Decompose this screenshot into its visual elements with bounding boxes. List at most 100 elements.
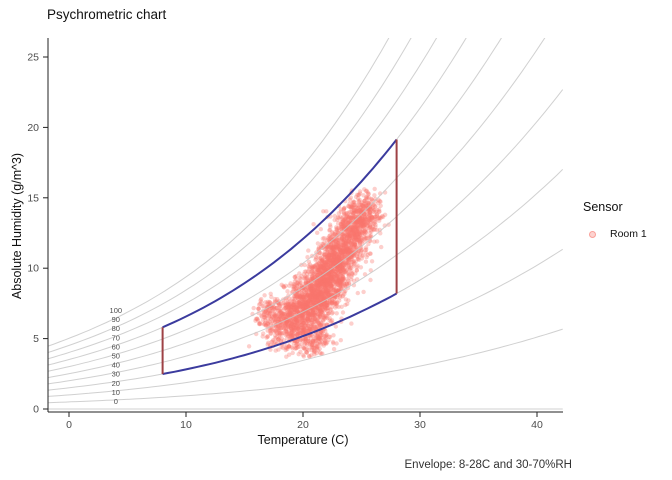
scatter-point [350, 271, 355, 276]
scatter-point [308, 300, 314, 305]
scatter-point [338, 291, 343, 297]
scatter-point [335, 255, 340, 261]
scatter-point [288, 302, 293, 308]
scatter-point [316, 307, 322, 312]
scatter-point [309, 290, 314, 295]
scatter-point [354, 245, 359, 250]
scatter-point [317, 290, 322, 296]
scatter-point [305, 285, 310, 290]
scatter-point [303, 323, 308, 328]
scatter-point [317, 282, 322, 288]
scatter-point [306, 248, 311, 253]
scatter-point [326, 271, 331, 276]
scatter-point [303, 298, 308, 303]
scatter-point [328, 275, 333, 280]
scatter-point [303, 318, 308, 323]
scatter-point [297, 313, 302, 319]
scatter-point [333, 244, 338, 249]
scatter-point [336, 231, 341, 236]
scatter-point [318, 329, 324, 335]
scatter-point [309, 312, 314, 318]
scatter-point [303, 347, 308, 352]
scatter-point [330, 249, 336, 255]
scatter-point [336, 282, 341, 288]
scatter-point [294, 308, 299, 313]
scatter-point [291, 320, 296, 325]
y-tick-label: 5 [33, 333, 39, 345]
scatter-point [332, 254, 337, 259]
scatter-point [306, 301, 311, 307]
scatter-point [311, 292, 317, 297]
scatter-point [334, 258, 339, 264]
scatter-point [308, 308, 313, 314]
scatter-point [304, 326, 310, 331]
scatter-point [284, 336, 290, 341]
scatter-point [297, 293, 302, 299]
scatter-point [292, 284, 297, 289]
scatter-point [304, 304, 310, 309]
scatter-point [332, 231, 337, 237]
scatter-point [318, 310, 324, 315]
scatter-point [307, 295, 313, 300]
scatter-point [305, 302, 310, 307]
scatter-point [307, 326, 312, 331]
scatter-point [302, 327, 307, 332]
scatter-point [317, 263, 323, 269]
scatter-point [341, 244, 346, 249]
scatter-point [325, 293, 331, 299]
scatter-point [341, 234, 346, 239]
scatter-point [299, 296, 304, 301]
scatter-point [323, 328, 328, 334]
scatter-point [344, 213, 349, 218]
scatter-point [309, 264, 314, 269]
scatter-point [326, 254, 331, 259]
scatter-point [326, 305, 331, 311]
scatter-point [300, 294, 306, 300]
scatter-point [360, 216, 365, 221]
scatter-point [336, 240, 342, 245]
scatter-point [354, 267, 359, 273]
scatter-point [286, 323, 291, 329]
scatter-point [309, 318, 314, 323]
scatter-point [351, 236, 356, 241]
scatter-point [305, 292, 310, 298]
scatter-point [332, 217, 337, 223]
scatter-point [313, 287, 318, 293]
scatter-point [306, 327, 311, 333]
scatter-point [376, 216, 382, 221]
scatter-point [320, 278, 325, 283]
scatter-point [341, 243, 346, 248]
scatter-point [310, 291, 316, 297]
scatter-point [316, 291, 321, 296]
scatter-point [305, 295, 311, 300]
scatter-point [276, 337, 281, 342]
scatter-point [310, 283, 315, 288]
scatter-point [306, 298, 312, 303]
scatter-point [342, 233, 347, 239]
scatter-point [369, 259, 375, 264]
scatter-point [317, 312, 322, 317]
scatter-point [310, 286, 315, 291]
scatter-point [321, 294, 326, 299]
scatter-point [306, 314, 311, 320]
scatter-point [313, 291, 318, 297]
scatter-point [300, 337, 306, 342]
scatter-point [347, 234, 352, 239]
scatter-point [342, 205, 347, 210]
scatter-point [287, 308, 293, 313]
scatter-point [291, 326, 297, 331]
scatter-point [299, 304, 304, 309]
scatter-point [337, 253, 342, 258]
scatter-point [305, 300, 310, 305]
scatter-point [302, 302, 308, 308]
scatter-point [360, 228, 365, 233]
scatter-point [323, 276, 329, 281]
scatter-point [309, 292, 315, 297]
scatter-point [296, 341, 301, 347]
scatter-point [293, 286, 298, 292]
scatter-point [352, 227, 357, 232]
scatter-point [308, 317, 313, 323]
scatter-point [336, 304, 341, 310]
scatter-point [285, 301, 290, 306]
scatter-point [356, 238, 361, 243]
